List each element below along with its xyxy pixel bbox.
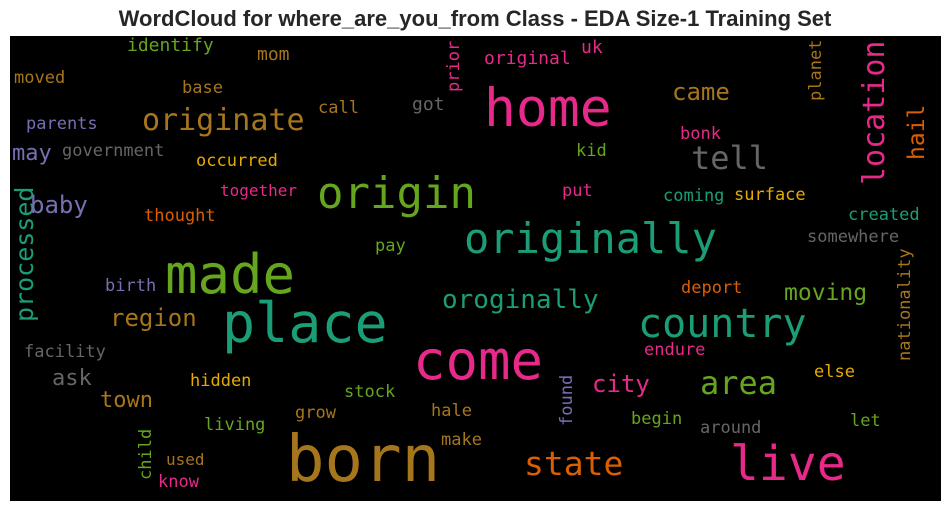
cloud-word: created <box>848 205 920 225</box>
cloud-word: mom <box>257 44 290 65</box>
cloud-word: got <box>412 94 445 115</box>
cloud-word: original <box>484 48 571 69</box>
cloud-word: born <box>286 423 441 497</box>
cloud-word: prior <box>444 40 464 93</box>
cloud-word: planet <box>806 39 826 102</box>
cloud-word: came <box>672 78 730 106</box>
cloud-word: base <box>182 78 223 98</box>
cloud-word: ask <box>52 366 92 391</box>
cloud-word: identify <box>127 36 214 56</box>
cloud-word: know <box>158 472 199 492</box>
cloud-word: somewhere <box>807 227 900 247</box>
cloud-word: occurred <box>196 151 278 171</box>
cloud-word: endure <box>644 340 706 360</box>
cloud-word: area <box>700 364 778 402</box>
cloud-word: stock <box>344 382 396 402</box>
cloud-word: bonk <box>680 124 721 144</box>
cloud-word: city <box>592 370 650 398</box>
cloud-word: around <box>700 418 762 438</box>
cloud-word: parents <box>26 114 98 134</box>
cloud-word: hail <box>904 104 930 161</box>
cloud-word: hale <box>431 401 472 421</box>
cloud-word: made <box>165 243 296 306</box>
cloud-word: else <box>814 362 855 382</box>
cloud-word: baby <box>30 191 88 219</box>
cloud-word: found <box>557 374 577 427</box>
cloud-word: location <box>857 40 892 186</box>
cloud-word: town <box>100 388 153 413</box>
cloud-word: begin <box>631 409 683 429</box>
cloud-word: oroginally <box>442 285 599 315</box>
cloud-word: region <box>110 304 197 332</box>
cloud-word: pay <box>375 236 406 256</box>
cloud-word: may <box>12 141 52 166</box>
cloud-word: origin <box>317 168 476 219</box>
cloud-word: uk <box>581 37 603 58</box>
cloud-word: surface <box>734 185 806 205</box>
cloud-word: grow <box>295 403 336 423</box>
cloud-word: coming <box>663 186 725 206</box>
cloud-word: nationality <box>895 247 915 361</box>
cloud-word: together <box>220 181 298 200</box>
cloud-word: government <box>62 141 165 161</box>
cloud-word: moved <box>14 68 66 88</box>
cloud-word: call <box>318 98 359 118</box>
cloud-word: state <box>524 444 624 483</box>
cloud-word: living <box>204 415 266 435</box>
cloud-word: hidden <box>190 371 252 391</box>
cloud-word: deport <box>681 278 743 298</box>
cloud-word: originally <box>464 214 717 263</box>
cloud-word: let <box>850 411 881 431</box>
figure-title: WordCloud for where_are_you_from Class -… <box>118 6 832 31</box>
cloud-word: live <box>730 436 846 492</box>
cloud-word: used <box>166 450 205 469</box>
cloud-word: thought <box>144 206 216 226</box>
word-cloud: born place made come home live origin originall… <box>10 36 941 501</box>
cloud-word: come <box>413 329 544 392</box>
cloud-word: country <box>638 301 807 347</box>
cloud-word: kid <box>576 141 607 161</box>
cloud-word: place <box>222 291 388 355</box>
cloud-word: make <box>441 430 482 450</box>
cloud-word: birth <box>105 276 157 296</box>
cloud-word: moving <box>784 280 868 306</box>
cloud-word: put <box>562 181 593 201</box>
cloud-word: child <box>136 428 156 481</box>
cloud-word: home <box>484 78 612 139</box>
cloud-word: tell <box>691 139 769 177</box>
cloud-word: originate <box>142 103 305 138</box>
cloud-word: facility <box>24 342 106 362</box>
